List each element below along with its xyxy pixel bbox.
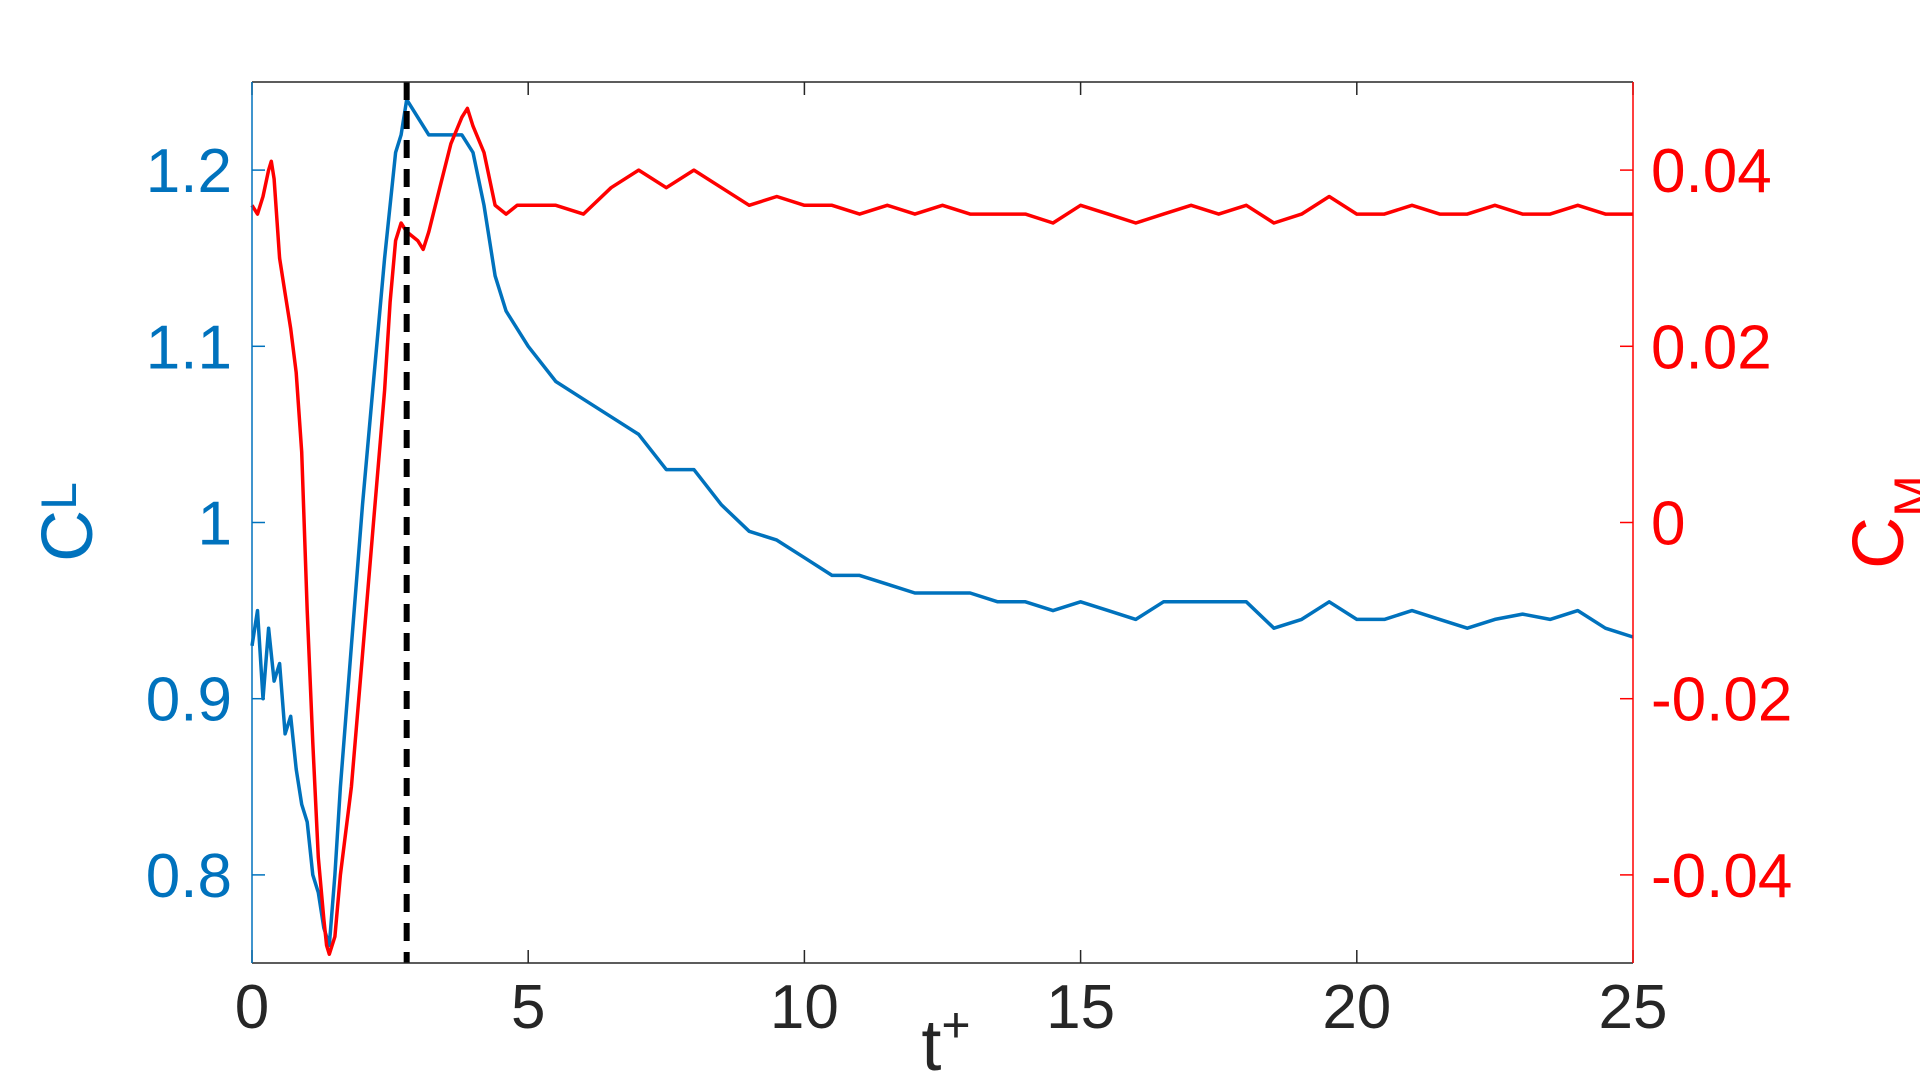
y-right-tick-label: 0.04 <box>1651 137 1772 206</box>
x-tick-label: 20 <box>1322 973 1391 1042</box>
y-right-tick-label: -0.04 <box>1651 842 1792 911</box>
y-left-tick-label: 0.8 <box>146 842 232 911</box>
x-tick-label: 5 <box>511 973 545 1042</box>
y-left-ticks: 0.8 0.9 1 1.1 1.2 <box>146 137 265 911</box>
y-right-tick-label: -0.02 <box>1651 666 1792 735</box>
x-tick-label: 0 <box>235 973 269 1042</box>
y-left-tick-label: 1 <box>198 490 232 559</box>
y-right-ticks: -0.04 -0.02 0 0.02 0.04 <box>1620 137 1792 911</box>
x-tick-label: 25 <box>1599 973 1668 1042</box>
y-left-label: CL <box>28 482 108 562</box>
x-axis-label: t+ <box>921 997 970 1084</box>
y-right-tick-label: 0.02 <box>1651 313 1772 382</box>
x-tick-label: 10 <box>770 973 839 1042</box>
y-left-tick-label: 0.9 <box>146 666 232 735</box>
x-ticks: 0 5 10 15 20 25 <box>235 82 1668 1042</box>
y-right-label: CM <box>1839 475 1920 569</box>
cm-series-line <box>250 106 1633 956</box>
cl-series-line <box>250 97 1634 948</box>
y-left-tick-label: 1.2 <box>146 137 232 206</box>
y-left-tick-label: 1.1 <box>146 313 232 382</box>
y-right-tick-label: 0 <box>1651 490 1685 559</box>
x-tick-label: 15 <box>1046 973 1115 1042</box>
